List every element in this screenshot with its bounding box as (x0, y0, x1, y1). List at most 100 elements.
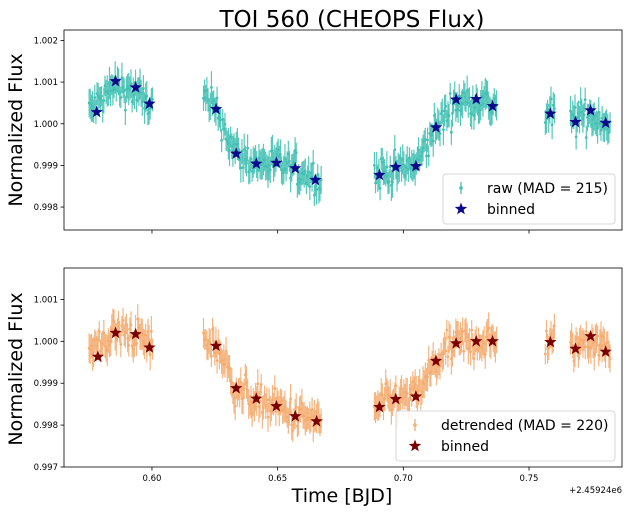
raw-point (552, 313, 556, 339)
binned-point (229, 147, 243, 160)
raw-series-segment (373, 75, 498, 201)
binned-point (91, 350, 105, 363)
binned-point (309, 173, 322, 186)
top-legend-box (442, 173, 616, 225)
binned-point (389, 392, 402, 405)
bottom-legend-binned-marker (408, 439, 422, 452)
raw-series-segment (202, 71, 323, 206)
raw-point (262, 396, 265, 420)
raw-point (319, 165, 323, 194)
raw-point (462, 340, 466, 362)
top-plot-marks (87, 61, 612, 206)
raw-point (242, 378, 246, 399)
y-tick-label: 0.998 (34, 421, 58, 431)
raw-point (461, 317, 465, 346)
bottom-legend-box (395, 410, 616, 462)
raw-point (208, 92, 212, 121)
raw-point (426, 127, 429, 153)
raw-point (311, 150, 315, 177)
binned-point (584, 103, 597, 116)
raw-point (469, 338, 472, 366)
raw-point (266, 402, 270, 432)
raw-point (571, 332, 575, 359)
binned-point (470, 92, 483, 105)
raw-point (223, 112, 227, 136)
raw-point (100, 86, 103, 107)
raw-point (405, 377, 409, 410)
binned-point (289, 409, 302, 422)
raw-point (142, 75, 145, 102)
raw-point (121, 307, 125, 333)
bottom-plot-marks (87, 304, 612, 442)
raw-point (438, 120, 442, 147)
raw-point (288, 150, 291, 172)
raw-point (446, 345, 450, 368)
bottom-panel: Normalized Flux Time [BJD] +2.45924e6 0.… (5, 267, 623, 507)
raw-point (102, 87, 106, 114)
raw-point (387, 169, 391, 194)
raw-point (449, 119, 453, 145)
raw-point (393, 135, 397, 165)
top-panel: TOI 560 (CHEOPS Flux) Normalized Flux 0.… (5, 7, 623, 234)
binned-point (470, 334, 483, 347)
top-axes: 0.998 0.999 1.000 1.001 1.002 (34, 36, 530, 234)
binned-point (143, 97, 156, 110)
top-legend-binned-marker (454, 202, 468, 215)
raw-point (210, 345, 213, 368)
raw-point (378, 176, 382, 201)
raw-point (97, 320, 101, 343)
binned-point (486, 99, 499, 112)
raw-point (248, 156, 252, 184)
raw-point (552, 93, 556, 124)
raw-point (584, 321, 588, 342)
raw-point (545, 319, 548, 343)
raw-point (239, 153, 243, 183)
binned-point (599, 345, 612, 358)
raw-point (486, 80, 489, 105)
raw-point (440, 98, 444, 124)
binned-point (599, 116, 612, 129)
raw-point (472, 346, 476, 371)
bottom-axes: 0.997 0.998 0.999 1.000 1.001 0.60 0.65 0.70 0.7… (34, 295, 539, 484)
binned-point (544, 107, 557, 120)
raw-point (249, 148, 253, 169)
raw-point (219, 108, 222, 132)
raw-point (123, 95, 127, 126)
bottom-legend-binned-label: binned (441, 439, 489, 455)
raw-point (583, 334, 587, 360)
raw-point (574, 124, 578, 150)
raw-point (582, 102, 586, 128)
raw-point (380, 383, 384, 407)
top-legend: raw (MAD = 215) binned (442, 173, 616, 225)
raw-point (448, 82, 452, 105)
raw-series-segment (87, 61, 154, 126)
raw-point (549, 86, 553, 112)
y-tick-label: 1.000 (34, 120, 58, 130)
raw-point (303, 158, 307, 185)
raw-point (210, 71, 213, 104)
raw-point (122, 78, 126, 104)
binned-point (109, 74, 122, 87)
raw-point (584, 125, 588, 150)
raw-point (268, 156, 272, 183)
raw-point (294, 142, 298, 163)
binned-point (209, 102, 223, 115)
raw-point (573, 94, 577, 121)
raw-point (129, 311, 133, 339)
raw-series-segment (202, 317, 323, 442)
y-tick-label: 1.001 (34, 295, 58, 305)
x-tick-label: 0.65 (268, 474, 287, 484)
raw-point (256, 369, 260, 399)
binned-point (449, 93, 463, 105)
raw-point (233, 392, 237, 421)
top-y-axis-label: Normalized Flux (5, 53, 27, 206)
binned-point (129, 81, 142, 93)
y-tick-label: 1.001 (34, 78, 58, 88)
bottom-legend-raw-marker (413, 419, 417, 431)
raw-point (119, 86, 123, 109)
raw-point (93, 84, 97, 111)
x-tick-label: 0.70 (394, 474, 413, 484)
binned-point (486, 334, 499, 347)
binned-point (310, 414, 323, 427)
top-legend-raw-label: raw (MAD = 215) (487, 181, 608, 197)
